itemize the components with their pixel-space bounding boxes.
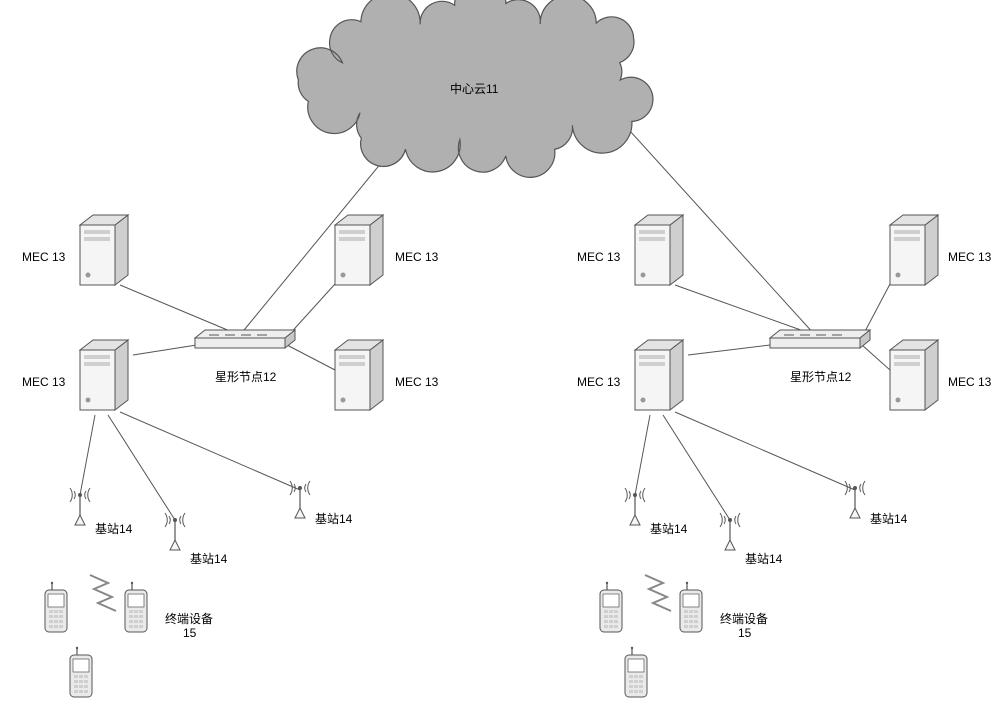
- mec-server-icon: [335, 215, 383, 285]
- basestation-label: 基站14: [870, 510, 907, 527]
- cloud-label: 中心云11: [450, 80, 498, 97]
- terminal-phone-icon: [125, 582, 147, 632]
- diagram-canvas: [0, 0, 1000, 720]
- router-icon: [770, 330, 870, 348]
- mec-label: MEC 13: [22, 250, 65, 264]
- mec-server-icon: [635, 215, 683, 285]
- wireless-bolt-icon: [90, 575, 116, 611]
- terminal-phone-icon: [625, 647, 647, 697]
- terminal-phone-icon: [600, 582, 622, 632]
- basestation-label: 基站14: [745, 550, 782, 567]
- terminal-phone-icon: [70, 647, 92, 697]
- terminal-label-num: 15: [183, 626, 196, 640]
- router-icon: [195, 330, 295, 348]
- basestation-label: 基站14: [650, 520, 687, 537]
- router-label: 星形节点12: [790, 368, 851, 385]
- mec-server-icon: [335, 340, 383, 410]
- mec-label: MEC 13: [577, 375, 620, 389]
- terminal-phone-icon: [45, 582, 67, 632]
- mec-label: MEC 13: [948, 250, 991, 264]
- wireless-bolt-icon: [645, 575, 671, 611]
- mec-server-icon: [80, 340, 128, 410]
- basestation-icon: [165, 513, 185, 550]
- terminal-label: 终端设备: [165, 610, 213, 627]
- mec-label: MEC 13: [948, 375, 991, 389]
- mec-server-icon: [890, 215, 938, 285]
- basestation-label: 基站14: [95, 520, 132, 537]
- terminal-label-num: 15: [738, 626, 751, 640]
- mec-server-icon: [890, 340, 938, 410]
- terminal-phone-icon: [680, 582, 702, 632]
- basestation-icon: [70, 488, 90, 525]
- mec-label: MEC 13: [395, 250, 438, 264]
- basestation-label: 基站14: [315, 510, 352, 527]
- mec-label: MEC 13: [22, 375, 65, 389]
- basestation-icon: [720, 513, 740, 550]
- terminal-label: 终端设备: [720, 610, 768, 627]
- mec-server-icon: [635, 340, 683, 410]
- mec-label: MEC 13: [577, 250, 620, 264]
- mec-server-icon: [80, 215, 128, 285]
- basestation-label: 基站14: [190, 550, 227, 567]
- mec-label: MEC 13: [395, 375, 438, 389]
- basestation-icon: [625, 488, 645, 525]
- router-label: 星形节点12: [215, 368, 276, 385]
